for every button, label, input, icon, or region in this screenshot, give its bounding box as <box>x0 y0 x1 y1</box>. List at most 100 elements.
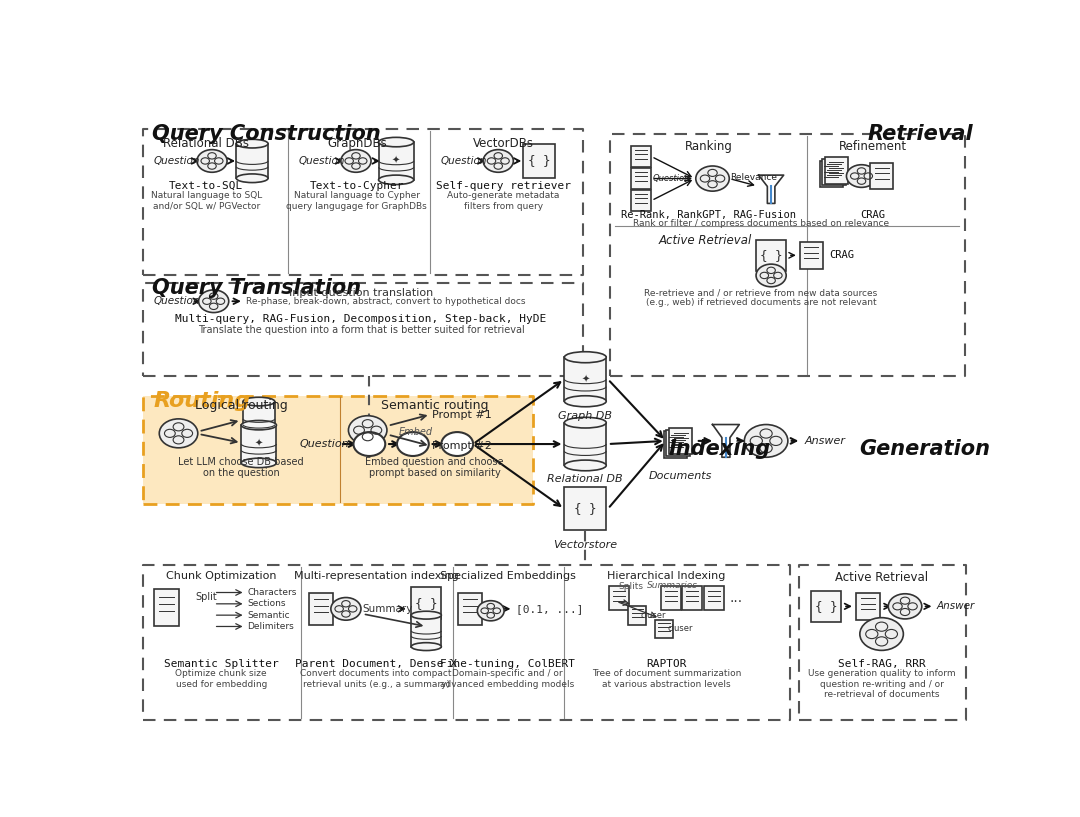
Bar <box>631 167 650 190</box>
Text: Re-phase, break-down, abstract, convert to hypothetical docs: Re-phase, break-down, abstract, convert … <box>246 297 526 306</box>
Text: Routing: Routing <box>153 391 251 411</box>
Ellipse shape <box>237 140 268 148</box>
Text: Specialized Embeddings: Specialized Embeddings <box>440 571 576 581</box>
Ellipse shape <box>237 174 268 182</box>
Circle shape <box>477 600 504 621</box>
Circle shape <box>744 425 787 458</box>
Bar <box>379 142 414 180</box>
Text: Let LLM choose DB based
on the question: Let LLM choose DB based on the question <box>178 457 305 478</box>
Text: RAPTOR: RAPTOR <box>646 659 687 669</box>
Bar <box>243 402 274 436</box>
Polygon shape <box>758 175 784 203</box>
Text: Re-retrieve and / or retrieve from new data sources
(e.g., web) if retrieved doc: Re-retrieve and / or retrieve from new d… <box>645 288 878 307</box>
Text: Summary: Summary <box>363 604 413 614</box>
Bar <box>654 619 673 638</box>
Text: Characters: Characters <box>247 588 297 597</box>
Text: Prompt #2: Prompt #2 <box>432 441 492 451</box>
Polygon shape <box>713 425 740 458</box>
Text: CRAG: CRAG <box>829 250 854 261</box>
Bar <box>822 159 846 185</box>
Bar <box>237 144 268 178</box>
Bar <box>631 190 650 212</box>
Bar <box>666 430 690 456</box>
Text: Rank or filter / compress documents based on relevance: Rank or filter / compress documents base… <box>633 219 889 228</box>
Text: Sections: Sections <box>247 600 285 609</box>
Text: Text-to-SQL: Text-to-SQL <box>170 181 243 191</box>
Text: Chunk Optimization: Chunk Optimization <box>166 571 276 581</box>
Bar <box>683 587 702 610</box>
Text: ...: ... <box>729 592 742 605</box>
FancyBboxPatch shape <box>565 488 606 530</box>
Bar <box>799 242 823 269</box>
Ellipse shape <box>565 460 606 471</box>
Text: Question: Question <box>299 439 349 449</box>
Text: Input question translation: Input question translation <box>288 288 433 298</box>
Circle shape <box>341 150 372 172</box>
Text: Active Retrieval: Active Retrieval <box>835 571 928 584</box>
Text: Multi-representation indexing: Multi-representation indexing <box>294 571 458 581</box>
Circle shape <box>696 166 729 191</box>
Text: cluser: cluser <box>640 610 666 619</box>
Bar <box>869 163 893 190</box>
Circle shape <box>442 432 473 456</box>
Text: Natural language to Cypher
query langugage for GraphDBs: Natural language to Cypher query languga… <box>286 191 428 211</box>
Text: Logical routing: Logical routing <box>194 399 287 412</box>
Text: Text-to-Cypher: Text-to-Cypher <box>310 181 404 191</box>
Ellipse shape <box>241 421 276 430</box>
Text: { }: { } <box>815 600 838 613</box>
Text: Summaries: Summaries <box>647 581 698 590</box>
Text: ✦: ✦ <box>581 374 590 384</box>
Text: Convert documents into compact
retrieval units (e.g., a summary): Convert documents into compact retrieval… <box>300 669 451 689</box>
Text: ✦: ✦ <box>255 439 262 449</box>
Text: Retrieval: Retrieval <box>867 124 973 145</box>
Bar <box>411 615 442 646</box>
Text: Multi-query, RAG-Fusion, Decomposition, Step-back, HyDE: Multi-query, RAG-Fusion, Decomposition, … <box>175 314 546 324</box>
Text: Hierarchical Indexing: Hierarchical Indexing <box>607 571 726 581</box>
Text: Vectorstore: Vectorstore <box>553 540 618 551</box>
Text: Semantic: Semantic <box>247 610 289 619</box>
Text: Embed: Embed <box>399 427 432 437</box>
Ellipse shape <box>241 458 276 467</box>
Text: Translate the question into a form that is better suited for retrieval: Translate the question into a form that … <box>198 325 525 335</box>
Bar <box>241 425 276 463</box>
FancyBboxPatch shape <box>144 395 532 504</box>
Bar <box>458 592 482 625</box>
Bar <box>565 422 606 466</box>
Ellipse shape <box>565 395 606 407</box>
Text: cluser: cluser <box>667 624 693 633</box>
Ellipse shape <box>411 643 442 650</box>
Text: Domain-specific and / or
advanced embedding models: Domain-specific and / or advanced embedd… <box>441 669 575 689</box>
FancyBboxPatch shape <box>811 591 841 622</box>
Text: Refinement: Refinement <box>839 141 907 154</box>
Bar <box>661 587 680 610</box>
Bar <box>609 587 629 610</box>
FancyBboxPatch shape <box>524 144 555 178</box>
Text: Generation: Generation <box>859 439 990 459</box>
Bar <box>820 161 843 187</box>
Text: { }: { } <box>575 502 596 516</box>
Text: Delimiters: Delimiters <box>247 622 294 631</box>
Text: [0.1, ...]: [0.1, ...] <box>516 604 583 614</box>
Bar <box>825 157 848 184</box>
Text: Prompt #1: Prompt #1 <box>432 410 491 420</box>
Text: Relational DBs: Relational DBs <box>163 137 249 150</box>
Text: Use generation quality to inform
question re-writing and / or
re-retrieval of do: Use generation quality to inform questio… <box>808 669 956 699</box>
Text: Query Construction: Query Construction <box>151 124 380 145</box>
Text: Question: Question <box>299 156 346 166</box>
Text: Tree of document summarization
at various abstraction levels: Tree of document summarization at variou… <box>592 669 741 689</box>
Bar <box>704 587 725 610</box>
Bar <box>309 592 333 625</box>
Text: Indexing: Indexing <box>669 439 771 459</box>
Ellipse shape <box>411 611 442 619</box>
Text: Split: Split <box>195 592 217 602</box>
Bar <box>154 589 179 626</box>
Text: Semantic Splitter: Semantic Splitter <box>164 659 279 669</box>
Ellipse shape <box>379 175 414 185</box>
Bar <box>627 605 647 624</box>
Text: Ranking: Ranking <box>685 141 732 154</box>
Bar <box>664 431 688 458</box>
Circle shape <box>330 597 361 620</box>
Circle shape <box>483 150 513 172</box>
Text: GraphDBs: GraphDBs <box>327 137 387 150</box>
Ellipse shape <box>243 432 274 440</box>
